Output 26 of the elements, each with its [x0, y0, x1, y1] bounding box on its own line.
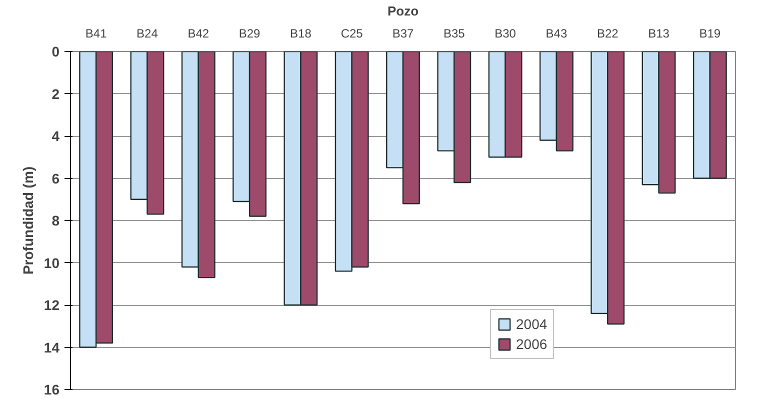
y-tick-label: 6	[52, 170, 60, 186]
y-tick-label: 16	[44, 382, 60, 398]
legend-label: 2006	[516, 336, 548, 352]
x-tick-label: B18	[290, 26, 312, 40]
x-tick-label: B35	[443, 26, 466, 40]
y-tick-label: 4	[52, 128, 60, 144]
x-tick-label: B30	[494, 26, 516, 40]
x-tick-label: C25	[340, 26, 364, 40]
x-tick-label: B42	[188, 26, 210, 40]
y-tick-label: 0	[52, 44, 60, 60]
x-tick-label: B43	[546, 26, 568, 40]
x-tick-label: B22	[596, 26, 619, 40]
x-tick-label: B19	[699, 26, 721, 40]
x-tick-label: B24	[136, 26, 158, 40]
y-tick-label: 12	[44, 297, 60, 313]
y-tick-label: 2	[52, 86, 60, 102]
y-axis-title: Profundidad (m)	[20, 166, 36, 275]
x-tick-label: B13	[648, 26, 670, 40]
x-tick-label: B37	[392, 26, 414, 40]
y-tick-label: 14	[44, 339, 60, 356]
legend-label: 2004	[516, 316, 548, 332]
x-tick-label: B29	[238, 26, 261, 40]
y-tick-label: 8	[52, 212, 60, 228]
y-tick-label: 10	[44, 254, 60, 271]
x-axis-title: Pozo	[387, 4, 419, 18]
x-tick-label: B41	[85, 26, 108, 40]
